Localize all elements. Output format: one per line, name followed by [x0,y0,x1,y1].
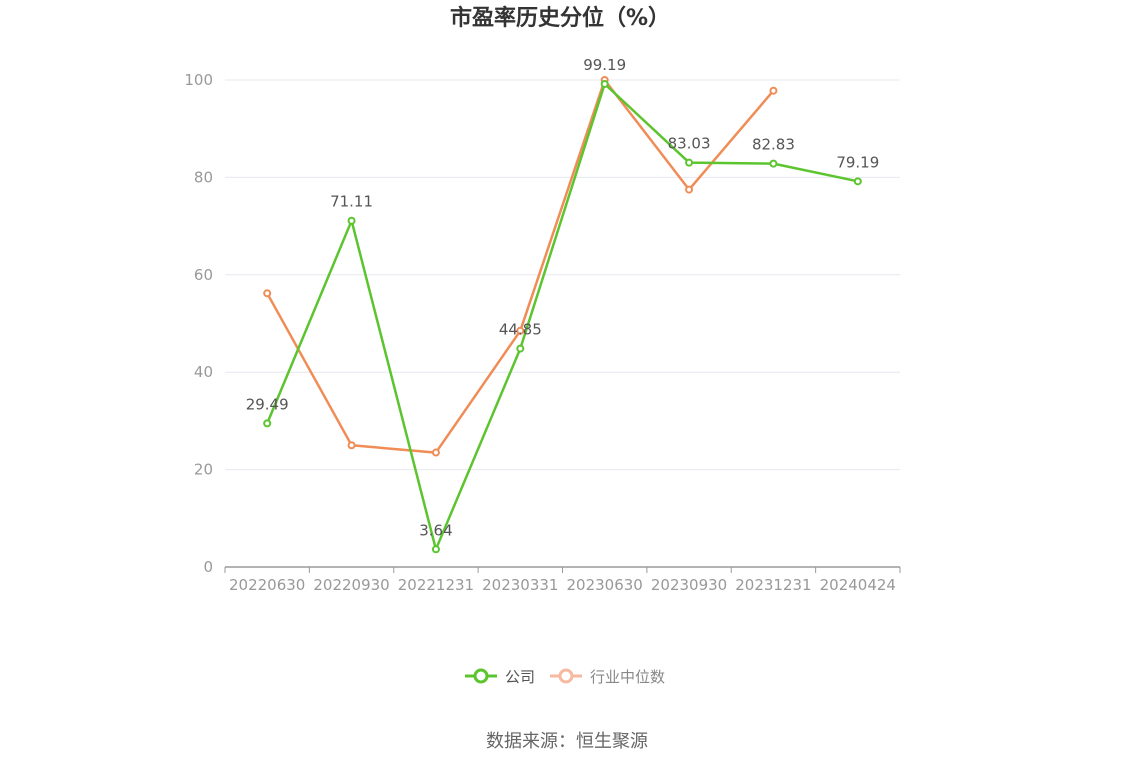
legend-item-0[interactable]: 公司 [465,668,535,686]
y-tick-label: 60 [194,266,213,284]
data-point[interactable] [263,419,272,428]
series-layer [263,76,862,554]
data-point[interactable] [347,441,356,450]
legend-label: 公司 [505,668,535,686]
data-point[interactable] [263,289,272,298]
data-label: 44.85 [499,321,542,339]
data-label-layer: 29.49 71.11 3.64 44.85 99.19 83.03 82.83 79.19 [246,56,880,539]
series-1 [263,76,778,457]
chart-title: 市盈率历史分位（%） [450,5,670,31]
grid-layer [225,79,900,471]
data-label: 71.11 [330,193,373,211]
y-tick-label: 40 [194,363,213,381]
data-point[interactable] [516,344,525,353]
y-tick-label: 80 [194,168,213,186]
data-label: 3.64 [419,521,452,539]
y-tick-label: 0 [203,558,213,576]
data-point[interactable] [769,86,778,95]
legend-item-1[interactable]: 行业中位数 [550,668,665,686]
x-tick-label: 20220930 [313,576,389,594]
legend[interactable]: 公司 行业中位数 [465,668,665,686]
x-tick-label: 20220630 [229,576,305,594]
x-tick-label: 20230331 [482,576,558,594]
data-point[interactable] [431,448,440,457]
data-label: 79.19 [836,153,879,171]
legend-marker-icon [558,668,574,684]
x-tick-label: 20230630 [567,576,643,594]
x-tick-label: 20230930 [651,576,727,594]
legend-label: 行业中位数 [590,668,665,686]
data-point[interactable] [516,326,525,335]
data-point[interactable] [431,545,440,554]
data-label: 99.19 [583,56,626,74]
data-point[interactable] [853,177,862,186]
series-0 [263,79,862,554]
data-label: 29.49 [246,395,289,413]
data-label: 82.83 [752,136,795,154]
data-label: 83.03 [668,135,711,153]
data-point[interactable] [600,79,609,88]
y-tick-label: 100 [184,71,213,89]
legend-marker-icon [473,668,489,684]
x-tick-label: 20231231 [735,576,811,594]
source-text: 数据来源：恒生聚源 [486,731,648,752]
data-point[interactable] [685,185,694,194]
axis-layer: 0 20 40 60 80 100 20220630 20220930 20221231 2023… [184,71,901,594]
data-point[interactable] [769,159,778,168]
data-point[interactable] [347,216,356,225]
series-line [266,82,859,551]
x-tick-label: 20221231 [398,576,474,594]
data-point[interactable] [685,158,694,167]
x-tick-label: 20240424 [820,576,896,594]
y-tick-label: 20 [194,461,213,479]
